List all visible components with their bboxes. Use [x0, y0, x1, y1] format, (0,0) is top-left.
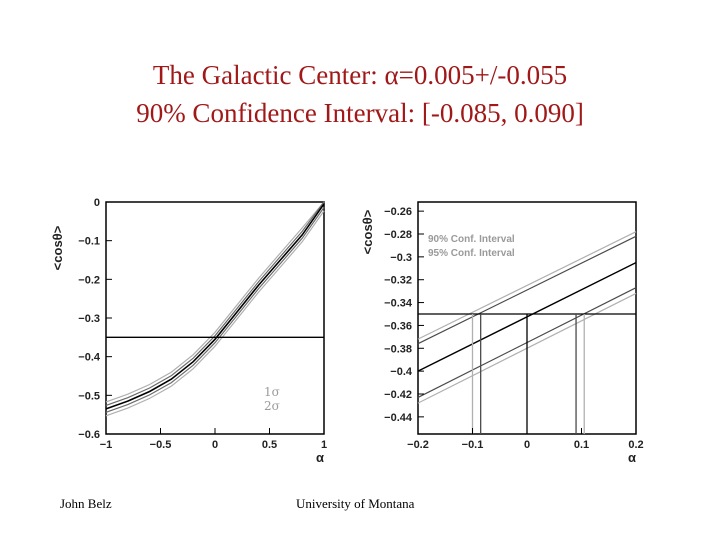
left-ytick-label: −0.1	[78, 236, 100, 248]
right-ytick-label: −0.42	[384, 389, 412, 401]
legend-90-interval: 90% Conf. Interval	[428, 234, 515, 245]
right-series-line-1	[417, 235, 637, 345]
left-ytick-label: −0.2	[78, 274, 100, 286]
left-two-sigma-upper-line	[105, 201, 325, 403]
footer-author: John Belz	[60, 496, 112, 511]
left-xtick-label: 1	[321, 439, 327, 451]
right-ylabel: <cosθ>	[360, 209, 375, 254]
right-ytick-label: −0.28	[384, 229, 412, 241]
right-xlabel: α	[628, 450, 636, 465]
left-ylabel: <cosθ>	[50, 225, 65, 270]
footer-institution: University of Montana	[296, 496, 415, 511]
left-ytick-label: −0.6	[78, 429, 100, 441]
legend-1sigma: 1σ	[264, 385, 280, 399]
left-one-sigma-upper-line	[105, 201, 325, 406]
left-ytick-label: 0	[94, 197, 100, 209]
left-xtick-label: −1	[100, 439, 113, 451]
right-ytick-label: −0.4	[390, 366, 413, 378]
right-ytick-label: −0.3	[390, 252, 412, 264]
right-xtick-label: −0.2	[407, 439, 429, 451]
title-line-1: The Galactic Center: α=0.005+/-0.055	[152, 60, 568, 90]
left-ytick-label: −0.3	[78, 313, 100, 325]
right-ytick-label: −0.26	[384, 206, 412, 218]
right-xtick-label: 0.1	[574, 439, 589, 451]
left-xtick-label: −0.5	[150, 439, 172, 451]
right-series-line-3	[417, 231, 637, 340]
left-ytick-label: −0.5	[78, 390, 100, 402]
title-line-2: 90% Confidence Interval: [-0.085, 0.090]	[136, 98, 584, 128]
left-central-curve-line	[105, 203, 325, 410]
left-xtick-label: 0.5	[262, 439, 277, 451]
left-two-sigma-lower-line	[105, 210, 325, 417]
legend-2sigma: 2σ	[264, 399, 280, 413]
right-xtick-label: 0.2	[628, 439, 643, 451]
right-ytick-label: −0.32	[384, 275, 412, 287]
right-xtick-label: 0	[524, 439, 530, 451]
right-xtick-label: −0.1	[462, 439, 484, 451]
left-ytick-label: −0.4	[78, 352, 101, 364]
right-ytick-label: −0.34	[384, 298, 413, 310]
right-ytick-label: −0.44	[384, 412, 413, 424]
right-ytick-label: −0.38	[384, 343, 412, 355]
left-one-sigma-lower-line	[105, 207, 325, 413]
left-xtick-label: 0	[212, 439, 218, 451]
legend-95-interval: 95% Conf. Interval	[428, 248, 515, 259]
right-ytick-label: −0.36	[384, 320, 412, 332]
left-xlabel: α	[316, 450, 324, 465]
